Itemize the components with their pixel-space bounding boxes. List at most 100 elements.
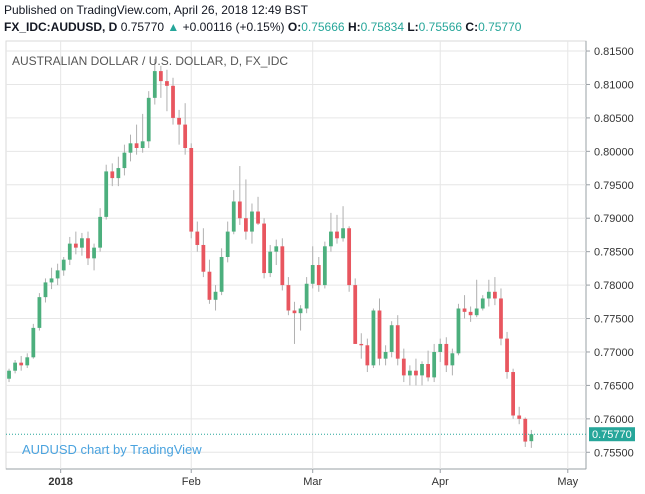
candle-body bbox=[505, 338, 509, 373]
candle-body bbox=[365, 345, 370, 366]
candle bbox=[55, 263, 60, 286]
candle bbox=[414, 358, 418, 386]
candle bbox=[19, 355, 24, 371]
candle bbox=[268, 244, 273, 278]
candle-body bbox=[128, 143, 133, 153]
time-tick-label: 2018 bbox=[48, 476, 72, 488]
candle bbox=[304, 277, 309, 314]
candle-body bbox=[67, 243, 72, 260]
candle bbox=[152, 59, 157, 105]
candle bbox=[116, 156, 121, 187]
candle-body bbox=[25, 357, 30, 366]
candle bbox=[225, 221, 230, 263]
candle-body bbox=[347, 228, 352, 286]
candle-body bbox=[432, 351, 437, 378]
last-price-badge-text: 0.75770 bbox=[592, 429, 632, 441]
candle bbox=[146, 91, 151, 148]
price-tick-label: 0.80500 bbox=[594, 113, 634, 125]
candle bbox=[195, 221, 200, 252]
candle-body bbox=[517, 415, 522, 419]
candle-body bbox=[183, 124, 188, 148]
candle bbox=[486, 279, 491, 307]
candle bbox=[201, 228, 206, 278]
candle-body bbox=[256, 211, 260, 224]
candle-body bbox=[286, 285, 291, 311]
price-tick-label: 0.78500 bbox=[594, 247, 634, 259]
candle-body bbox=[322, 246, 327, 286]
candle-body bbox=[353, 285, 358, 344]
time-axis-labels: 2018 Feb Mar Apr May bbox=[48, 469, 579, 488]
candle-body bbox=[523, 418, 528, 442]
price-tick-label: 0.78000 bbox=[594, 280, 634, 292]
candle bbox=[420, 361, 424, 386]
candle bbox=[49, 267, 54, 290]
candle bbox=[92, 243, 96, 271]
candle bbox=[292, 301, 297, 344]
candle bbox=[37, 293, 42, 331]
candle-body bbox=[407, 370, 412, 376]
candle bbox=[286, 277, 291, 316]
candle-body bbox=[292, 310, 297, 314]
candle bbox=[140, 113, 145, 153]
close-label: C: bbox=[465, 20, 479, 34]
candle-body bbox=[420, 364, 424, 376]
candle bbox=[128, 134, 133, 162]
candle-body bbox=[371, 310, 376, 366]
candle-body bbox=[195, 231, 200, 245]
candle bbox=[67, 236, 72, 266]
price-tick-label: 0.79000 bbox=[594, 213, 634, 225]
candle-body bbox=[231, 201, 236, 232]
change-arrow-icon: ▲ bbox=[167, 20, 180, 34]
candle bbox=[25, 353, 30, 369]
candle bbox=[529, 429, 534, 448]
low-label: L: bbox=[407, 20, 419, 34]
candle-body bbox=[116, 168, 121, 179]
price-tick-label: 0.81000 bbox=[594, 79, 634, 91]
candle bbox=[177, 109, 181, 145]
candle-body bbox=[31, 327, 36, 358]
candle-body bbox=[37, 297, 42, 328]
candle-body bbox=[280, 246, 285, 286]
candle-body bbox=[444, 343, 449, 366]
price-tick-label: 0.79500 bbox=[594, 180, 634, 192]
price-axis-labels: 0.75500 0.76000 0.76500 0.77000 0.77500 0.780… bbox=[586, 46, 634, 459]
candle-body bbox=[140, 141, 145, 148]
candle bbox=[250, 203, 254, 244]
candle-body bbox=[383, 351, 388, 359]
candle bbox=[189, 143, 194, 239]
candle bbox=[86, 231, 90, 266]
time-tick-label: Apr bbox=[432, 476, 449, 488]
candle-body bbox=[55, 270, 60, 279]
candle-body bbox=[341, 228, 345, 239]
candle bbox=[426, 350, 430, 382]
candle bbox=[298, 305, 303, 331]
candle-body bbox=[456, 308, 461, 354]
symbol-name: FX_IDC:AUDUSD, D bbox=[4, 20, 118, 34]
candle bbox=[517, 406, 522, 425]
candle bbox=[183, 103, 188, 155]
low-value: 0.75566 bbox=[418, 20, 463, 34]
candle bbox=[493, 277, 497, 306]
candle bbox=[335, 214, 339, 244]
close-value: 0.75770 bbox=[478, 20, 522, 34]
candle bbox=[365, 338, 370, 373]
candle-body bbox=[207, 271, 212, 300]
candle bbox=[80, 232, 84, 256]
candle-body bbox=[43, 282, 48, 298]
last-price-badge: 0.75770 bbox=[589, 427, 635, 442]
price-tick-label: 0.75500 bbox=[594, 447, 634, 459]
symbol-ohlc-line: FX_IDC:AUDUSD, D 0.75770 ▲ +0.00116 (+0.… bbox=[4, 20, 521, 34]
candle-body bbox=[13, 362, 17, 371]
candle-body bbox=[474, 308, 479, 316]
open-label: O: bbox=[287, 20, 302, 34]
candle bbox=[329, 212, 333, 252]
candle bbox=[407, 365, 412, 386]
candle bbox=[122, 144, 127, 176]
candle bbox=[104, 164, 109, 220]
candle-body bbox=[165, 81, 169, 86]
candle-body bbox=[262, 223, 266, 274]
candle-body bbox=[493, 291, 497, 299]
candle-body bbox=[298, 308, 303, 314]
candle-body bbox=[359, 343, 364, 346]
